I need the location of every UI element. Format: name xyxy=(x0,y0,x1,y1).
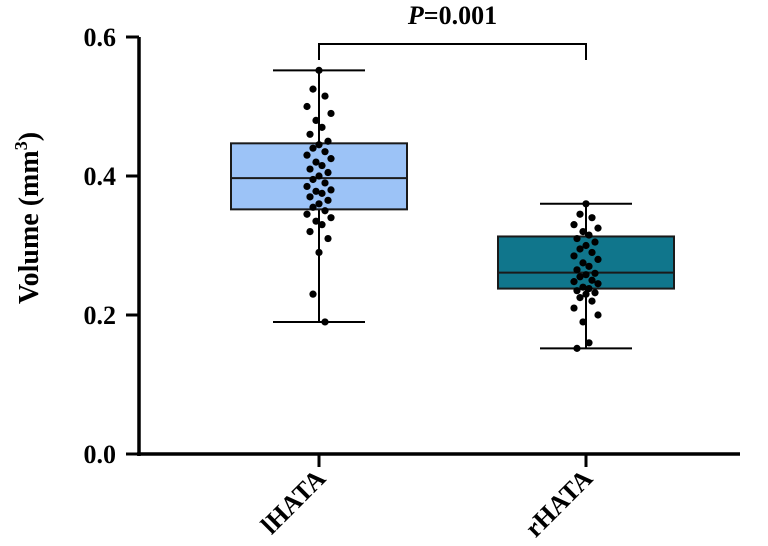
data-point xyxy=(591,289,599,297)
y-tick-label: 0.6 xyxy=(84,23,117,52)
data-point xyxy=(573,287,581,295)
data-point xyxy=(318,189,326,197)
y-tick-label: 0.2 xyxy=(84,301,117,330)
y-axis-label-text: Volume (mm xyxy=(14,150,45,304)
data-point xyxy=(327,155,335,163)
data-point xyxy=(576,273,584,281)
data-point xyxy=(594,311,602,319)
y-tick-label: 0.0 xyxy=(84,440,117,469)
data-point xyxy=(591,269,599,277)
y-ticks: 0.0 0.2 0.4 0.6 xyxy=(84,23,139,469)
data-point xyxy=(309,144,317,152)
data-point xyxy=(588,214,596,222)
data-point xyxy=(327,186,335,194)
data-point xyxy=(306,228,314,236)
data-point xyxy=(585,231,593,239)
data-point xyxy=(315,200,323,208)
data-point xyxy=(573,344,581,352)
data-point xyxy=(582,200,590,208)
data-point xyxy=(594,224,602,232)
data-point xyxy=(303,182,311,191)
data-point xyxy=(579,228,587,236)
y-tick-label: 0.4 xyxy=(84,162,117,191)
data-point xyxy=(318,221,326,229)
data-point xyxy=(585,262,593,270)
significance-bracket xyxy=(318,43,587,60)
data-point xyxy=(321,148,329,156)
data-point xyxy=(321,179,329,187)
data-point xyxy=(573,266,581,274)
data-point xyxy=(327,214,335,222)
data-point xyxy=(579,318,587,326)
data-point xyxy=(306,130,314,138)
data-point xyxy=(303,151,311,159)
data-point xyxy=(306,165,314,173)
data-point xyxy=(321,318,329,326)
data-point xyxy=(312,158,320,166)
data-points xyxy=(303,66,602,352)
data-point xyxy=(324,137,332,145)
data-point xyxy=(579,259,587,267)
data-point xyxy=(570,221,578,229)
boxes xyxy=(230,69,675,350)
data-point xyxy=(576,210,584,218)
data-point xyxy=(588,248,596,257)
y-axis-label: Volume (mm3) xyxy=(11,132,45,304)
data-point xyxy=(315,66,323,74)
data-point xyxy=(576,245,584,253)
data-point xyxy=(570,278,578,286)
data-point xyxy=(315,248,323,257)
data-point xyxy=(588,297,596,305)
data-point xyxy=(570,304,578,312)
data-point xyxy=(594,255,602,263)
data-point xyxy=(318,123,326,131)
data-point xyxy=(309,290,317,298)
p-symbol: P xyxy=(407,1,425,30)
box-lHATA xyxy=(230,69,408,323)
y-axis-label-close: ) xyxy=(14,132,45,141)
data-point xyxy=(576,294,584,302)
data-point xyxy=(306,193,314,201)
data-point xyxy=(324,196,332,204)
data-point xyxy=(591,238,599,246)
p-value: =0.001 xyxy=(424,1,497,30)
data-point xyxy=(582,290,590,298)
y-axis-label-superscript: 3 xyxy=(11,141,31,150)
data-point xyxy=(309,175,317,184)
data-point xyxy=(324,168,332,177)
data-point xyxy=(582,241,590,250)
data-point xyxy=(588,276,596,284)
data-point xyxy=(312,187,320,195)
data-point xyxy=(312,217,320,225)
data-point xyxy=(321,207,329,215)
significance-label: P=0.001 xyxy=(407,1,497,30)
x-tick-label: lHATA xyxy=(255,464,331,540)
x-ticks: lHATA rHATA xyxy=(255,454,598,543)
data-point xyxy=(324,234,332,243)
data-point xyxy=(570,252,578,260)
data-point xyxy=(303,102,311,111)
data-point xyxy=(309,203,317,211)
data-point xyxy=(309,85,317,93)
data-point xyxy=(321,92,329,100)
data-point xyxy=(327,109,335,118)
x-tick-label: rHATA xyxy=(519,464,598,543)
data-point xyxy=(312,116,320,124)
significance-annotation: P=0.001 xyxy=(318,1,587,60)
data-point xyxy=(318,161,326,170)
data-point xyxy=(315,172,323,180)
data-point xyxy=(585,284,593,293)
data-point xyxy=(585,339,593,347)
data-point xyxy=(582,271,590,279)
data-point xyxy=(579,283,587,291)
data-point xyxy=(594,280,602,288)
data-point xyxy=(303,210,311,218)
data-point xyxy=(315,141,323,149)
data-point xyxy=(573,234,581,243)
